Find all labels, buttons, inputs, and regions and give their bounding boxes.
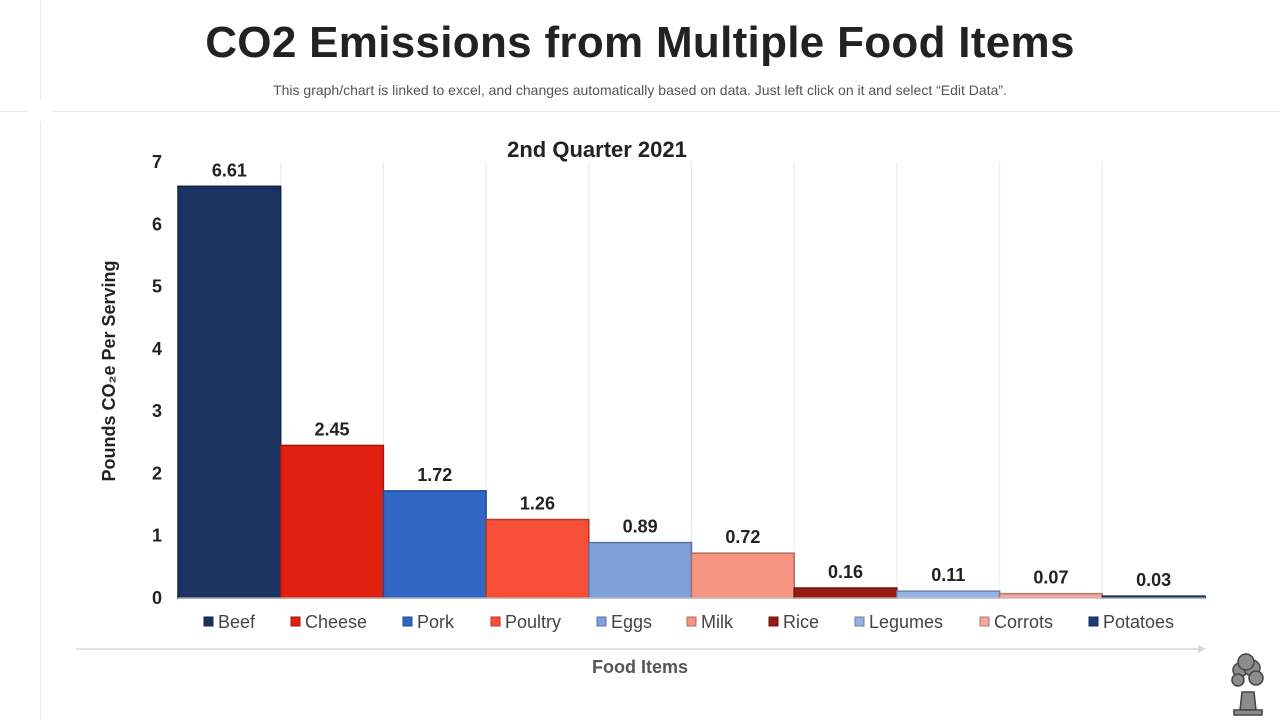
legend-swatch bbox=[402, 616, 413, 627]
legend-label: Eggs bbox=[611, 612, 652, 632]
legend-item-legumes[interactable]: Legumes bbox=[854, 612, 943, 632]
frame-divider-horizontal bbox=[52, 111, 1280, 112]
y-tick-label: 1 bbox=[152, 526, 162, 546]
legend-swatch bbox=[768, 616, 779, 627]
data-label: 2.45 bbox=[315, 419, 350, 439]
data-label: 0.07 bbox=[1033, 568, 1068, 588]
bar-milk[interactable] bbox=[690, 552, 795, 599]
legend-label: Potatoes bbox=[1103, 612, 1174, 632]
bar-cheese[interactable] bbox=[279, 444, 385, 599]
legend-item-eggs[interactable]: Eggs bbox=[596, 612, 652, 632]
bars bbox=[177, 185, 1206, 599]
data-label: 6.61 bbox=[212, 160, 247, 180]
y-axis-label: Pounds CO₂e Per Serving bbox=[99, 260, 119, 481]
data-label: 0.11 bbox=[931, 565, 965, 585]
legend-swatch bbox=[686, 616, 697, 627]
legend-item-beef[interactable]: Beef bbox=[203, 612, 256, 632]
bar-beef[interactable] bbox=[177, 185, 282, 599]
frame-divider-vertical-lower bbox=[40, 122, 41, 720]
legend-item-potatoes[interactable]: Potatoes bbox=[1088, 612, 1174, 632]
legend-swatch bbox=[854, 616, 865, 627]
frame-divider-vertical bbox=[40, 0, 41, 100]
legend-label: Beef bbox=[218, 612, 256, 632]
legend-label: Corrots bbox=[994, 612, 1053, 632]
y-tick-label: 7 bbox=[152, 152, 162, 172]
legend-swatch bbox=[979, 616, 990, 627]
legend-swatch bbox=[490, 616, 501, 627]
frame-divider-horizontal-left bbox=[0, 111, 28, 112]
legend-swatch bbox=[290, 616, 301, 627]
x-axis-label: Food Items bbox=[592, 657, 688, 677]
legend-label: Legumes bbox=[869, 612, 943, 632]
page-subtitle: This graph/chart is linked to excel, and… bbox=[273, 82, 1007, 98]
chart-title: 2nd Quarter 2021 bbox=[507, 137, 687, 162]
y-tick-label: 3 bbox=[152, 401, 162, 421]
data-label: 0.72 bbox=[725, 527, 760, 547]
legend-item-poultry[interactable]: Poultry bbox=[490, 612, 561, 632]
legend-label: Poultry bbox=[505, 612, 561, 632]
legend-swatch bbox=[596, 616, 607, 627]
legend-item-cheese[interactable]: Cheese bbox=[290, 612, 367, 632]
bar-pork[interactable] bbox=[382, 490, 487, 599]
legend: Beef Cheese Pork Poultry Eggs Milk Rice Legumes… bbox=[203, 612, 1174, 632]
bar-poultry[interactable] bbox=[485, 518, 590, 599]
legend-label: Milk bbox=[701, 612, 734, 632]
data-label: 1.72 bbox=[417, 465, 452, 485]
y-tick-label: 6 bbox=[152, 214, 162, 234]
bar-eggs[interactable] bbox=[588, 541, 693, 599]
legend-swatch bbox=[1088, 616, 1099, 627]
y-tick-label: 5 bbox=[152, 277, 162, 297]
legend-item-pork[interactable]: Pork bbox=[402, 612, 455, 632]
bar-legumes[interactable] bbox=[896, 590, 1001, 599]
legend-label: Rice bbox=[783, 612, 819, 632]
bar-corrots[interactable] bbox=[998, 592, 1104, 599]
y-tick-label: 2 bbox=[152, 463, 162, 483]
legend-swatch bbox=[203, 616, 214, 627]
legend-item-rice[interactable]: Rice bbox=[768, 612, 819, 632]
data-label: 1.26 bbox=[520, 494, 555, 514]
y-tick-label: 0 bbox=[152, 588, 162, 608]
legend-item-milk[interactable]: Milk bbox=[686, 612, 734, 632]
data-label: 0.03 bbox=[1136, 570, 1171, 590]
data-label: 0.16 bbox=[828, 562, 863, 582]
y-axis-ticks: 0 1 2 3 4 5 6 7 bbox=[152, 152, 162, 608]
factory-smoke-icon bbox=[1231, 653, 1264, 716]
legend-label: Pork bbox=[417, 612, 455, 632]
legend-item-corrots[interactable]: Corrots bbox=[979, 612, 1053, 632]
x-axis-arrow-head bbox=[1198, 645, 1206, 653]
bar-rice[interactable] bbox=[793, 587, 898, 599]
page-title: CO2 Emissions from Multiple Food Items bbox=[205, 18, 1075, 67]
data-label: 0.89 bbox=[623, 517, 658, 537]
data-labels: 6.61 2.45 1.72 1.26 0.89 0.72 0.16 0.11 0.07 0.03 bbox=[212, 160, 1171, 590]
y-tick-label: 4 bbox=[152, 339, 162, 359]
legend-label: Cheese bbox=[305, 612, 367, 632]
